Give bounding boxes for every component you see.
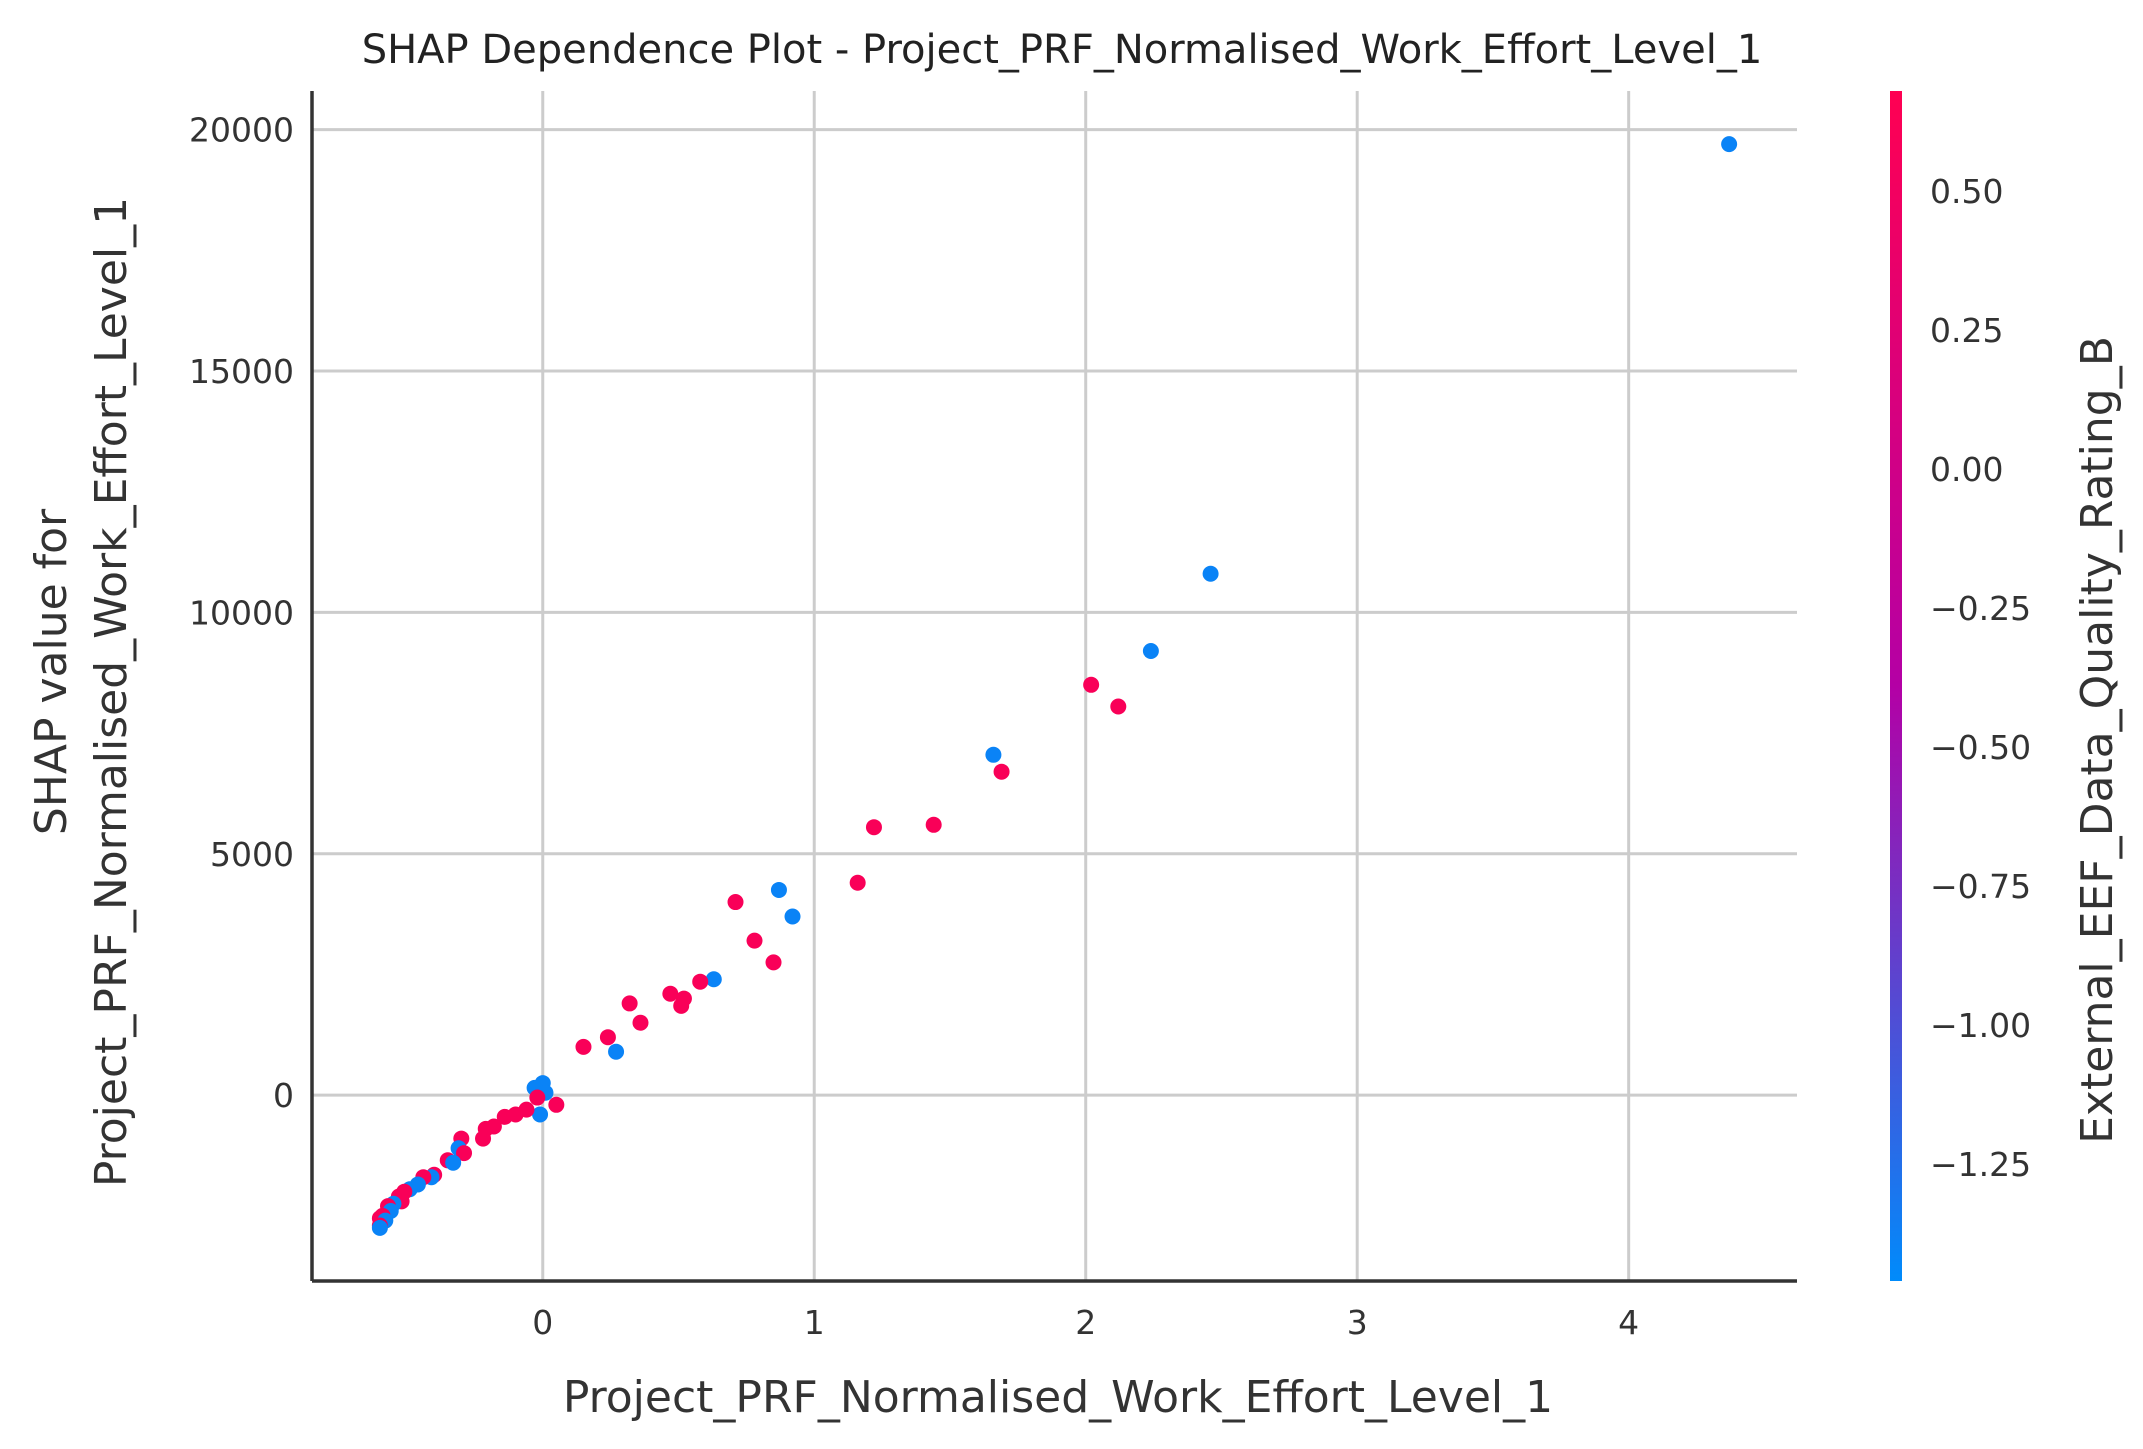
scatter-point <box>456 1145 473 1162</box>
colorbar-tick-label: 0.25 <box>1930 311 2003 350</box>
scatter-point <box>746 932 763 949</box>
colorbar-tick-labels: 0.50 0.25 0.00 −0.25 −0.50 −0.75 −1.00 −1.25 <box>1930 172 2031 1184</box>
scatter-point <box>1110 698 1127 715</box>
scatter-point <box>692 973 709 990</box>
y-tick-label: 5000 <box>210 835 294 874</box>
scatter-point <box>475 1130 492 1147</box>
y-axis-title-line-1: SHAP value for <box>26 508 77 835</box>
colorbar-title: External_EEF_Data_Quality_Rating_B <box>2072 336 2123 1144</box>
y-tick-label: 10000 <box>189 593 294 632</box>
scatter-points <box>371 136 1738 1236</box>
scatter-point <box>705 971 722 988</box>
colorbar-tick-label: −1.25 <box>1930 1145 2031 1184</box>
y-tick-label: 15000 <box>189 352 294 391</box>
x-tick-label: 1 <box>804 1303 825 1342</box>
x-tick-labels: 0 1 2 3 4 <box>532 1303 1639 1342</box>
scatter-point <box>532 1106 549 1123</box>
scatter-point <box>548 1096 565 1113</box>
y-tick-label: 20000 <box>189 111 294 150</box>
scatter-point <box>985 746 1002 763</box>
scatter-point <box>371 1219 388 1236</box>
colorbar-tick-label: 0.50 <box>1930 172 2003 211</box>
scatter-point <box>575 1038 592 1055</box>
colorbar-tick-label: −0.75 <box>1930 867 2031 906</box>
x-tick-label: 0 <box>532 1303 553 1342</box>
scatter-point <box>529 1089 546 1106</box>
scatter-point <box>765 954 782 971</box>
scatter-point <box>770 881 787 898</box>
x-tick-label: 3 <box>1347 1303 1368 1342</box>
scatter-point <box>784 908 801 925</box>
scatter-point <box>1202 565 1219 582</box>
scatter-point <box>673 997 690 1014</box>
scatter-point <box>1142 643 1159 659</box>
x-tick-label: 4 <box>1618 1303 1639 1342</box>
scatter-point <box>445 1154 462 1171</box>
chart-title: SHAP Dependence Plot - Project_PRF_Norma… <box>362 27 1763 73</box>
axes <box>310 91 1797 1283</box>
colorbar <box>1890 91 1902 1281</box>
x-axis-title: Project_PRF_Normalised_Work_Effort_Level… <box>563 1372 1553 1423</box>
colorbar-tick-label: 0.00 <box>1930 450 2003 489</box>
scatter-point <box>621 995 638 1012</box>
scatter-point <box>849 874 866 891</box>
scatter-point <box>632 1014 649 1031</box>
scatter-point <box>925 816 942 833</box>
scatter-point <box>1721 136 1738 153</box>
scatter-point <box>496 1108 513 1125</box>
x-tick-label: 2 <box>1075 1303 1096 1342</box>
scatter-point <box>608 1043 625 1060</box>
scatter-point <box>1083 676 1100 693</box>
grid-lines <box>312 91 1797 1281</box>
scatter-point <box>993 763 1010 780</box>
y-axis-title-line-2: Project_PRF_Normalised_Work_Effort_Level… <box>86 197 137 1187</box>
scatter-point <box>865 819 882 836</box>
y-tick-labels: 0 5000 10000 15000 20000 <box>189 111 294 1116</box>
colorbar-tick-label: −0.50 <box>1930 728 2031 767</box>
scatter-point <box>662 985 679 1002</box>
scatter-point <box>599 1029 616 1046</box>
colorbar-tick-label: −1.00 <box>1930 1006 2031 1045</box>
y-tick-label: 0 <box>273 1076 294 1115</box>
scatter-point <box>727 894 744 911</box>
colorbar-tick-label: −0.25 <box>1930 589 2031 628</box>
